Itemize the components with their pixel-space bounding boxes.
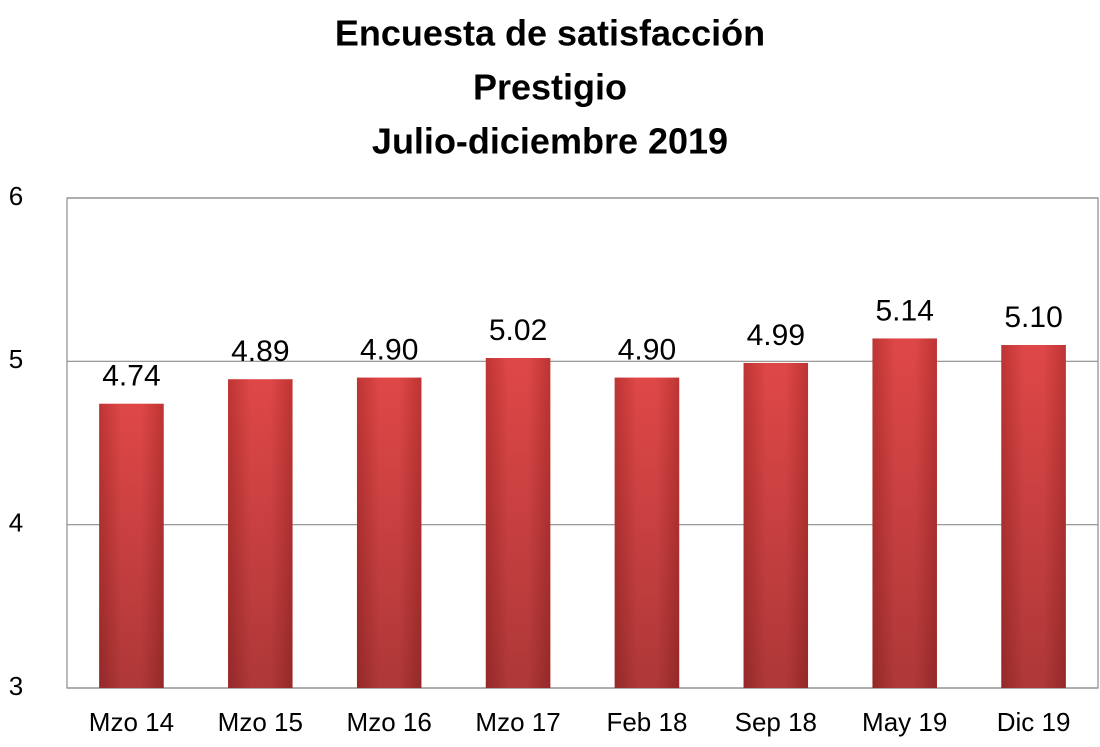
plot-border bbox=[66, 197, 1099, 689]
y-tick-label: 3 bbox=[9, 671, 23, 701]
y-tick-label: 5 bbox=[9, 344, 23, 374]
data-label: 4.90 bbox=[360, 334, 418, 367]
x-tick-label: Sep 18 bbox=[735, 707, 817, 737]
chart-title: Julio-diciembre 2019 bbox=[372, 121, 728, 162]
data-label: 5.10 bbox=[1004, 301, 1062, 334]
data-label: 4.74 bbox=[102, 360, 160, 393]
chart-title: Encuesta de satisfacción bbox=[335, 13, 765, 54]
data-label: 4.99 bbox=[747, 319, 805, 352]
y-tick-label: 6 bbox=[9, 181, 23, 211]
x-tick-label: Mzo 17 bbox=[475, 707, 560, 737]
x-tick-label: Dic 19 bbox=[997, 707, 1071, 737]
bar-shade bbox=[356, 377, 422, 688]
bar-shade bbox=[485, 358, 551, 688]
bar-shade bbox=[872, 338, 937, 688]
chart-title: Prestigio bbox=[473, 67, 627, 108]
data-label: 5.14 bbox=[875, 294, 933, 327]
x-tick-label: Feb 18 bbox=[606, 707, 687, 737]
x-tick-label: May 19 bbox=[862, 707, 947, 737]
bar-shade bbox=[228, 379, 293, 688]
data-label: 4.89 bbox=[231, 335, 289, 368]
bar-shade bbox=[614, 377, 680, 688]
data-label: 4.90 bbox=[618, 334, 676, 367]
y-tick-label: 4 bbox=[9, 508, 23, 538]
bar-shade bbox=[743, 362, 809, 688]
bar-shade bbox=[99, 403, 164, 688]
data-label: 5.02 bbox=[489, 314, 547, 347]
x-tick-label: Mzo 16 bbox=[347, 707, 432, 737]
x-tick-label: Mzo 15 bbox=[218, 707, 303, 737]
x-tick-label: Mzo 14 bbox=[89, 707, 174, 737]
bar-shade bbox=[1001, 345, 1066, 688]
